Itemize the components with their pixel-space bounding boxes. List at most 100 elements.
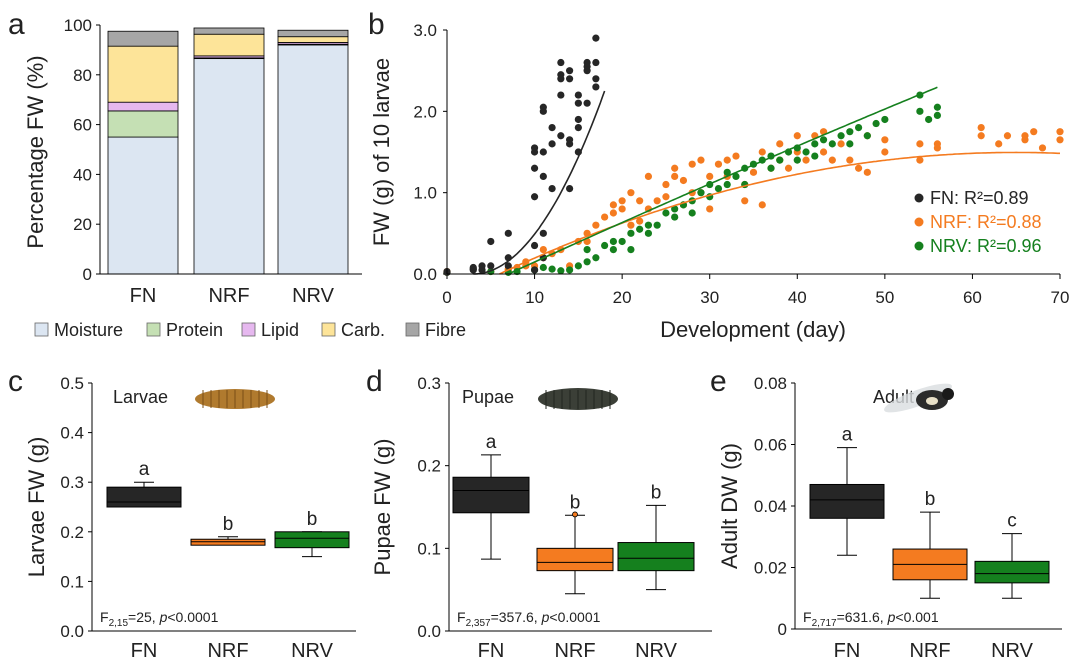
panel-b-point-fn (566, 67, 574, 75)
panel-d-box-nrf: b (536, 492, 614, 595)
panel-a-y-axis-label: Percentage FW (%) (23, 55, 48, 248)
panel-e-y-tick-label: 0.06 (754, 436, 787, 455)
panel-b-point-nrf (601, 213, 609, 221)
panel-c-y-axis-label: Larvae FW (g) (24, 437, 49, 578)
panel-c-letter: c (8, 365, 23, 398)
panel-e-significance-letter: c (1007, 511, 1017, 532)
panel-e-box-nrf: b (892, 489, 968, 599)
panel-b-point-fn (487, 237, 495, 246)
panel-a-legend-swatch (241, 322, 256, 337)
panel-b-x-tick-label: 70 (1051, 288, 1070, 307)
panel-e-statistic-part: p (887, 609, 896, 625)
panel-a-y-tick-label: 0 (83, 265, 92, 284)
panel-a-category-label: FN (130, 285, 157, 307)
panel-b-point-nrf (784, 164, 793, 172)
panel-b-point-nrf (1003, 132, 1012, 140)
panel-b-point-nrv (925, 115, 933, 124)
panel-b-point-fn (566, 185, 574, 193)
panel-a-bar-segment (107, 110, 179, 138)
panel-b-point-nrf (732, 152, 740, 160)
panel-b-legend-label: NRF: R²=0.88 (930, 212, 1042, 232)
panel-c-statistic-part: p (159, 609, 168, 625)
panel-c-significance-letter: b (307, 509, 318, 530)
panel-d-y-tick-label: 0.3 (417, 374, 441, 393)
panel-b-point-nrv (933, 103, 942, 111)
panel-b-point-fn (574, 124, 582, 132)
panel-b-point-nrf (627, 221, 635, 229)
panel-d-significance-letter: b (651, 482, 662, 503)
panel-b-point-nrv (574, 262, 582, 270)
panel-e-letter: e (710, 365, 727, 398)
panel-b-points (443, 34, 1064, 276)
panel-b-point-nrv (557, 267, 565, 275)
panel-b-legend-r2: R²=0.96 (977, 236, 1042, 256)
panel-b-point-nrv (732, 172, 740, 180)
panel-a-bar-segment (277, 29, 349, 38)
panel-b-point-nrf (627, 189, 635, 197)
panel-b-legend-label: FN: R²=0.89 (930, 188, 1029, 208)
box-outlier (572, 511, 578, 518)
panel-b-point-nrv (819, 136, 828, 144)
panel-a-category-label: NRV (292, 285, 335, 307)
panel-b-point-nrf (636, 197, 644, 205)
panel-b-point-nrv (566, 266, 574, 274)
panel-b-y-tick-label: 1.0 (413, 184, 437, 203)
panel-b-point-nrf (706, 172, 714, 180)
panel-b-point-nrv (933, 111, 942, 119)
panel-c-box-plot: c Larvae FW (g) Larvae 0.0 0.1 0.2 0.3 0.4 0.5 a F… (8, 365, 356, 662)
panel-e-significance-letter: a (842, 425, 853, 446)
panel-a-bar-segment (193, 33, 265, 57)
panel-a-y-tick-label: 80 (73, 66, 92, 85)
panel-b-y-ticks: 0.0 1.0 2.0 3.0 (413, 21, 447, 284)
panel-b-point-fn (592, 75, 600, 83)
panel-b-point-nrf (662, 193, 670, 201)
panel-b-point-nrf (706, 205, 714, 213)
panel-e-statistic-part: F (803, 609, 812, 625)
panel-d-box-fn: a (452, 432, 530, 560)
panel-a-y-tick-label: 40 (73, 165, 92, 184)
panel-b-point-nrf (609, 201, 617, 209)
panel-e-y-axis-label: Adult DW (g) (717, 443, 742, 569)
box-iqr (452, 476, 530, 514)
panel-b-point-nrf (688, 160, 696, 168)
panel-b-point-fn (530, 266, 539, 274)
panel-b-point-fn (530, 241, 539, 250)
panel-b-point-nrf (916, 140, 924, 148)
panel-d-category-label: FN (478, 640, 505, 662)
panel-b-point-nrf (846, 156, 854, 164)
panel-b-fit-lines (473, 86, 1060, 275)
panel-d-statistic-part: <0.0001 (549, 609, 600, 625)
panel-b-point-nrv (548, 265, 556, 273)
panel-b-point-nrv (688, 209, 696, 217)
panel-b-point-nrf (644, 172, 653, 180)
panel-e-y-tick-label: 0.08 (754, 374, 787, 393)
panel-b-fit-line-fn (473, 90, 606, 275)
panel-b-point-nrv (723, 168, 731, 176)
panel-b-point-fn (583, 99, 591, 107)
panel-b-point-nrf (592, 221, 600, 229)
panel-b-point-nrf (854, 164, 863, 172)
panel-a-y-tick-label: 60 (73, 116, 92, 135)
panel-b-point-nrf (977, 132, 985, 140)
panel-b-point-nrv (583, 246, 591, 254)
panel-c-box-nrv: b (274, 509, 350, 558)
panel-a-legend-label: Lipid (261, 320, 299, 340)
panel-e-y-tick-label: 0 (778, 620, 787, 639)
panel-b-point-nrf (697, 156, 705, 164)
panel-b-point-nrf (539, 246, 547, 254)
panel-e-category-label: FN (834, 640, 861, 662)
panel-b-point-fn (469, 263, 477, 272)
panel-a-category-label: NRF (208, 285, 249, 307)
panel-c-y-tick-label: 0.2 (60, 523, 84, 542)
panel-b-point-nrv (609, 246, 617, 254)
panel-b-point-nrv (662, 209, 670, 217)
panel-a-legend-label: Fibre (425, 320, 466, 340)
panel-a-legend-swatch (146, 322, 161, 337)
panel-a-legend-swatch (405, 322, 420, 337)
panel-b-x-tick-label: 0 (442, 288, 451, 307)
panel-a-y-ticks: 0 20 40 60 80 100 (64, 16, 100, 284)
panel-d-statistic-part: p (541, 609, 550, 625)
panel-e-statistic: F2,717=631.6, p<0.001 (803, 609, 939, 629)
fly-marking-icon (926, 397, 938, 405)
